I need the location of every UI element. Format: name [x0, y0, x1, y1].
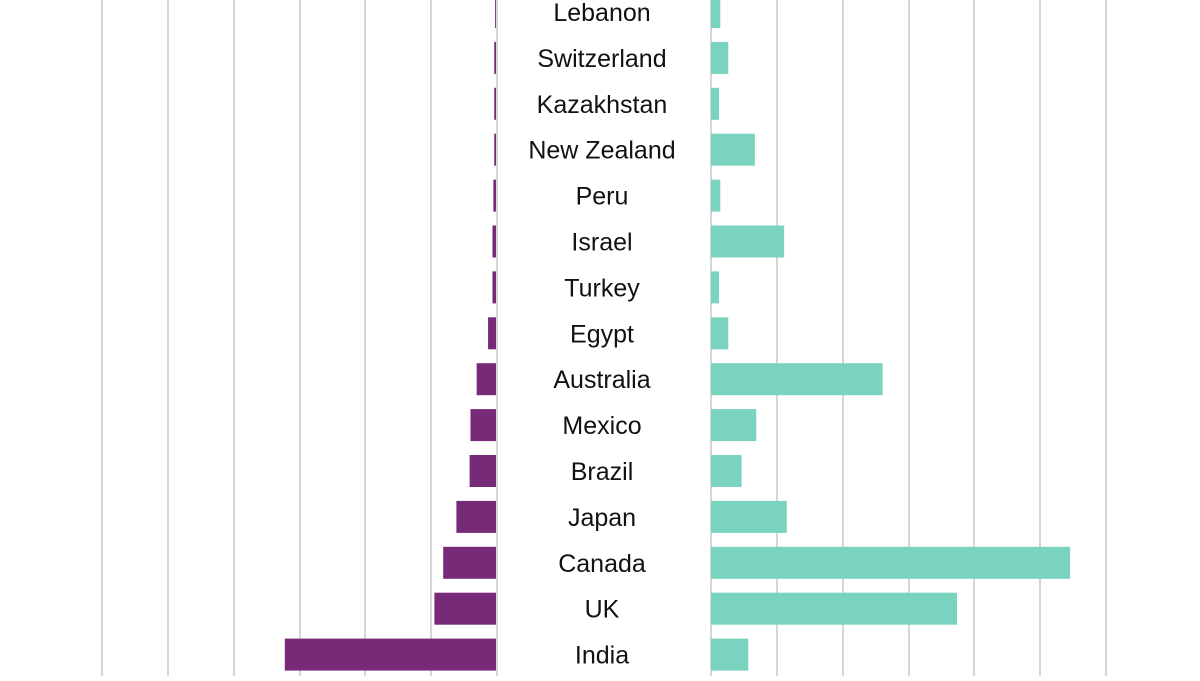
category-label: Canada	[558, 550, 646, 578]
right-bar	[711, 317, 729, 350]
left-bar	[434, 592, 496, 625]
category-label: Kazakhstan	[537, 91, 668, 119]
category-label: Lebanon	[553, 0, 650, 27]
right-bar	[711, 133, 755, 166]
category-label: Brazil	[571, 458, 634, 486]
right-bar	[711, 455, 742, 487]
right-bar	[711, 0, 721, 28]
right-bar	[711, 41, 729, 74]
category-label: New Zealand	[528, 137, 675, 165]
left-bar	[492, 271, 496, 304]
left-bar	[493, 179, 496, 212]
right-bar	[711, 592, 958, 625]
category-label: Peru	[576, 183, 629, 211]
category-label: Switzerland	[537, 45, 666, 73]
left-bar	[284, 638, 496, 671]
category-label: Mexico	[562, 412, 641, 440]
right-bar	[711, 638, 749, 671]
left-bar	[488, 317, 496, 350]
category-label: Australia	[553, 366, 650, 394]
category-label: Turkey	[564, 274, 640, 302]
left-bar	[469, 455, 496, 487]
right-bar	[711, 271, 719, 304]
right-bar	[711, 179, 721, 212]
right-bar	[711, 546, 1071, 579]
left-bar	[494, 87, 496, 120]
category-label: Egypt	[570, 320, 634, 348]
left-bar	[443, 546, 496, 579]
left-bar	[456, 500, 496, 533]
left-bar	[495, 0, 496, 28]
right-bar	[711, 409, 757, 442]
left-bar	[476, 363, 496, 396]
category-label: Japan	[568, 504, 636, 532]
right-bar	[711, 225, 785, 258]
left-bar	[492, 225, 496, 258]
left-bar	[494, 133, 496, 166]
category-label: Israel	[571, 229, 632, 257]
right-bar	[711, 363, 883, 396]
right-bar	[711, 500, 787, 533]
category-label: UK	[585, 596, 620, 624]
category-label: India	[575, 642, 629, 670]
left-bar	[470, 409, 496, 442]
right-bar	[711, 87, 719, 120]
left-bar	[494, 41, 496, 74]
